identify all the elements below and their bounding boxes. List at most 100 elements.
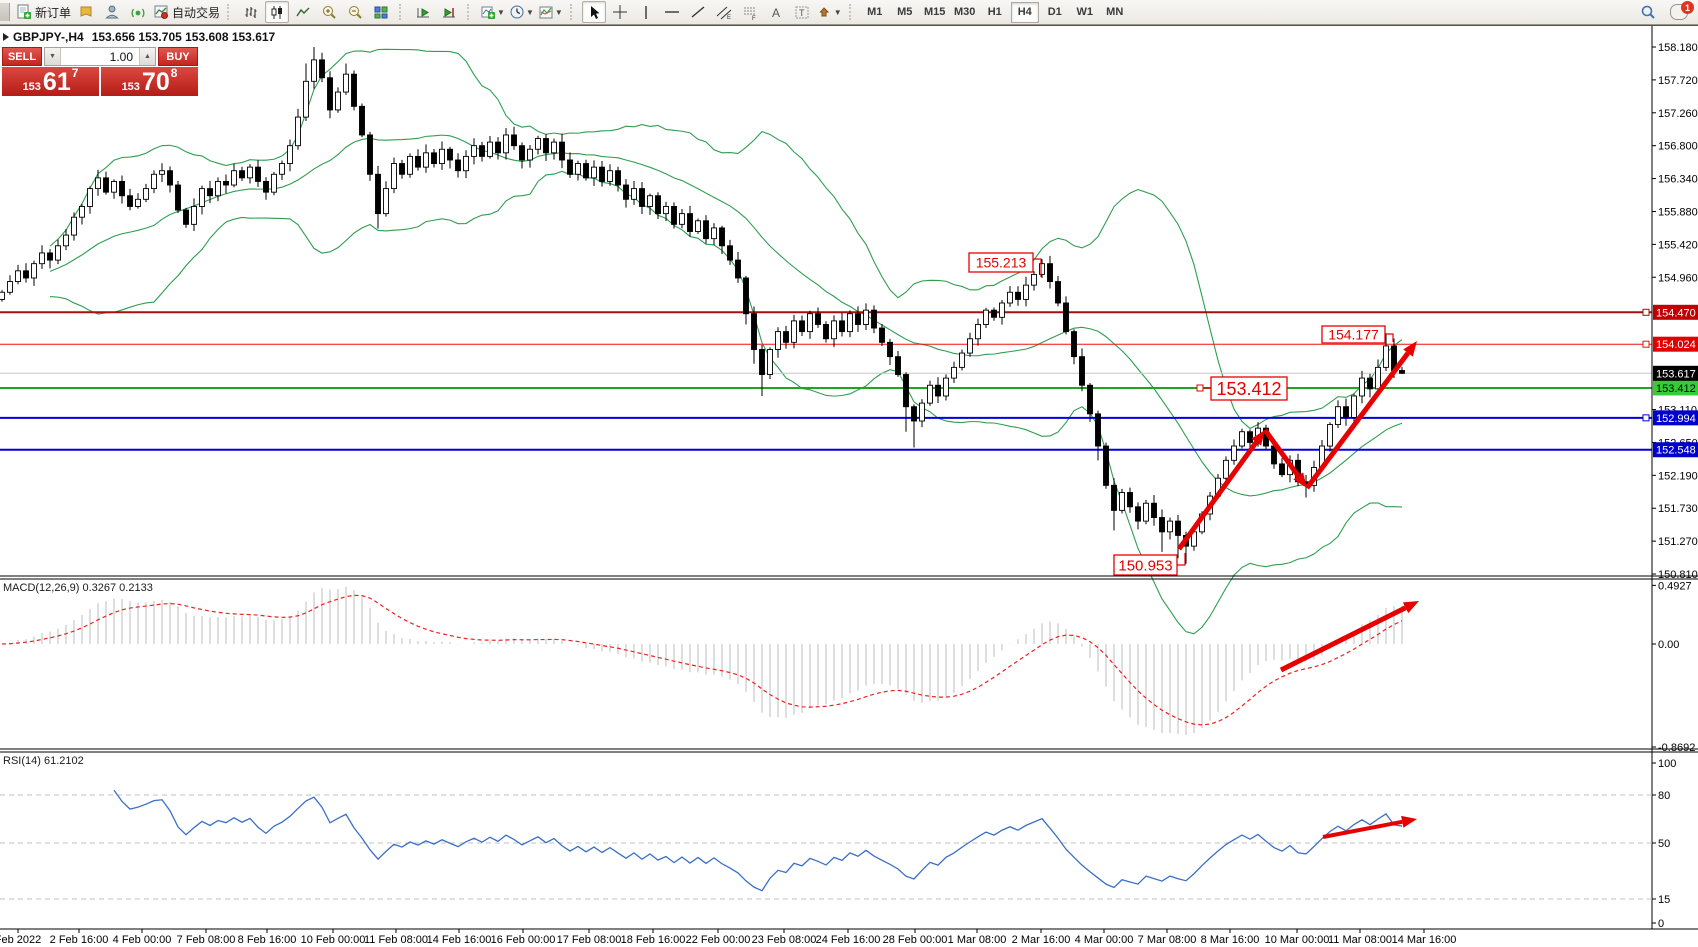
toolbar-group-charts [236, 0, 396, 24]
one-click-trade-panel: SELL ▼ 1.00 ▲ BUY 153 61 7 153 70 8 [2, 47, 198, 96]
svg-text:152.190: 152.190 [1658, 470, 1698, 482]
timeframe-button-m1[interactable]: M1 [867, 6, 883, 18]
svg-text:157.260: 157.260 [1658, 108, 1698, 120]
ask-price-base: 153 [121, 81, 140, 93]
zoom-out-icon [347, 4, 363, 20]
vertical-line-icon [640, 5, 652, 20]
tile-windows-button[interactable] [369, 1, 393, 23]
zoom-out-button[interactable] [343, 1, 367, 23]
bid-price-panel[interactable]: 153 61 7 [2, 66, 99, 96]
svg-text:154.960: 154.960 [1658, 272, 1698, 284]
symbol-ohlc-label: GBPJPY-,H4 153.656 153.705 153.608 153.61… [3, 30, 275, 44]
volume-input[interactable]: 1.00 [109, 49, 133, 64]
toolbar-group-drawing-tools: E F A T ▼ [579, 0, 846, 24]
timeframe-button-m5[interactable]: M5 [897, 6, 913, 18]
toolbar-grip [399, 4, 405, 20]
svg-text:23 Feb 08:00: 23 Feb 08:00 [752, 934, 817, 946]
equidistant-channel-button[interactable]: E [712, 1, 736, 23]
sell-button[interactable]: SELL [2, 47, 42, 66]
text-button[interactable]: A [764, 1, 788, 23]
svg-text:E: E [727, 15, 731, 20]
svg-text:151.270: 151.270 [1658, 536, 1698, 548]
bid-price-base: 153 [22, 81, 41, 93]
chevron-down-icon: ▼ [525, 7, 534, 17]
svg-text:153.412: 153.412 [1216, 379, 1281, 399]
svg-text:80: 80 [1658, 790, 1670, 802]
volume-decrease-button[interactable]: ▼ [45, 48, 61, 65]
macd-indicator-label: MACD(12,26,9) 0.3267 0.2133 [3, 582, 153, 594]
accounts-button[interactable] [100, 1, 124, 23]
crosshair-button[interactable] [608, 1, 632, 23]
auto-scroll-button[interactable] [411, 1, 435, 23]
ask-price-panel[interactable]: 153 70 8 [101, 66, 198, 96]
cursor-button[interactable] [581, 1, 606, 23]
market-watch-button[interactable] [74, 1, 98, 23]
svg-text:50: 50 [1658, 838, 1670, 850]
price-chart[interactable]: 158.180 157.720 157.260 156.800 156.340 155.8… [0, 26, 1698, 947]
svg-text:15: 15 [1658, 894, 1670, 906]
volume-increase-button[interactable]: ▲ [139, 48, 155, 65]
new-chart-button[interactable]: ▼ [479, 1, 506, 23]
chevron-down-icon: ▼ [554, 7, 563, 17]
svg-text:2 Mar 16:00: 2 Mar 16:00 [1012, 934, 1071, 946]
svg-text:158.180: 158.180 [1658, 42, 1698, 54]
tile-windows-icon [373, 5, 389, 20]
line-chart-button[interactable] [291, 1, 315, 23]
chat-bubble-icon: 1 [1670, 1, 1694, 20]
fibonacci-button[interactable]: F [738, 1, 762, 23]
rsi-indicator-label: RSI(14) 61.2102 [3, 755, 84, 767]
vertical-line-button[interactable] [634, 1, 658, 23]
timeframe-button-h4[interactable]: H4 [1010, 1, 1039, 23]
timeframe-button-w1[interactable]: W1 [1076, 6, 1093, 18]
timeframe-button-d1[interactable]: D1 [1047, 6, 1062, 18]
trendline-icon [690, 5, 706, 19]
chart-shift-button[interactable] [437, 1, 461, 23]
svg-text:4 Mar 00:00: 4 Mar 00:00 [1075, 934, 1134, 946]
toolbar-right-group: 1 [1635, 0, 1694, 24]
candlestick-chart-button[interactable] [265, 1, 290, 23]
timeframe-button-h1[interactable]: H1 [987, 6, 1002, 18]
svg-text:F: F [752, 16, 756, 20]
auto-trading-button[interactable]: 自动交易 [152, 1, 221, 23]
toolbar-grip [467, 4, 473, 20]
new-order-button[interactable]: 新订单 [15, 1, 72, 23]
svg-text:154.470: 154.470 [1656, 307, 1696, 319]
bar-chart-button[interactable] [239, 1, 263, 23]
gold-seal-icon [78, 4, 94, 20]
new-order-label: 新订单 [35, 5, 72, 20]
signals-button[interactable] [126, 1, 150, 23]
svg-text:100: 100 [1658, 758, 1676, 770]
trendline-button[interactable] [686, 1, 710, 23]
timeframe-button-mn[interactable]: MN [1106, 6, 1124, 18]
text-label-button[interactable]: T [790, 1, 814, 23]
buy-button[interactable]: BUY [158, 47, 198, 66]
svg-text:Feb 2022: Feb 2022 [0, 934, 41, 946]
svg-text:156.800: 156.800 [1658, 141, 1698, 153]
svg-text:16 Feb 00:00: 16 Feb 00:00 [491, 934, 556, 946]
svg-text:153.617: 153.617 [1656, 368, 1696, 380]
bar-chart-icon [243, 5, 259, 20]
svg-text:150.953: 150.953 [1118, 557, 1172, 574]
shapes-icon [817, 5, 833, 20]
svg-text:10 Mar 00:00: 10 Mar 00:00 [1265, 934, 1330, 946]
search-button[interactable] [1636, 1, 1660, 23]
horizontal-line-button[interactable] [660, 1, 684, 23]
channel-icon: E [716, 5, 732, 20]
svg-text:14 Mar 16:00: 14 Mar 16:00 [1392, 934, 1457, 946]
timeframe-button-m30[interactable]: M30 [954, 6, 976, 18]
ask-price-pips: 70 [141, 68, 170, 96]
chevron-down-icon: ▼ [497, 7, 505, 17]
svg-text:8 Feb 16:00: 8 Feb 16:00 [238, 934, 297, 946]
zoom-in-button[interactable] [317, 1, 341, 23]
svg-text:28 Feb 00:00: 28 Feb 00:00 [883, 934, 948, 946]
arrows-button[interactable]: ▼ [816, 1, 843, 23]
periods-button[interactable]: ▼ [508, 1, 535, 23]
svg-text:11 Mar 08:00: 11 Mar 08:00 [1328, 934, 1392, 946]
svg-text:155.213: 155.213 [976, 255, 1027, 271]
timeframe-button-m15[interactable]: M15 [924, 6, 946, 18]
notifications-button[interactable]: 1 [1667, 1, 1694, 23]
svg-text:7 Mar 08:00: 7 Mar 08:00 [1138, 934, 1197, 946]
auto-trading-icon [153, 4, 169, 20]
fibonacci-icon: F [742, 5, 758, 20]
templates-button[interactable]: ▼ [537, 1, 564, 23]
